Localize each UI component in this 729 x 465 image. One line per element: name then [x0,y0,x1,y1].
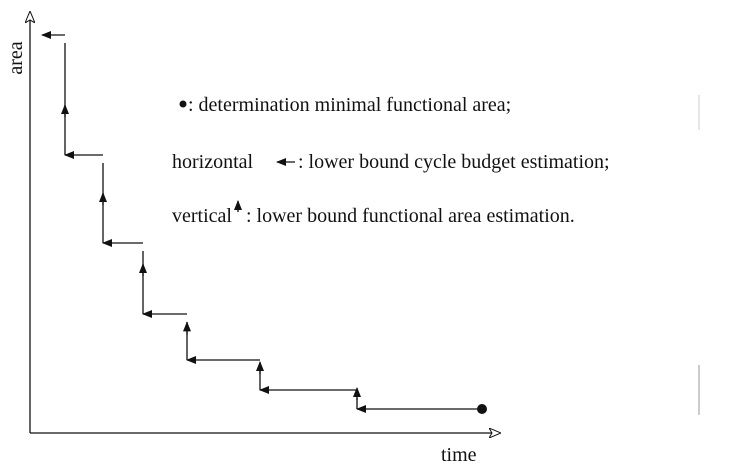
minimal-point [477,404,487,414]
legend-text: : determination minimal functional area; [188,94,511,116]
y-axis-label: area [5,41,27,74]
legend-text: : lower bound cycle budget estimation; [298,151,610,173]
legend-dot [179,100,187,108]
legend-text: : lower bound functional area estimation… [246,205,575,227]
legend-prefix: vertical [172,205,232,227]
legend: : determination minimal functional area;… [172,94,610,227]
x-axis-label: time [441,444,477,465]
axes: area time [5,12,500,465]
staircase [41,31,482,413]
legend-prefix: horizontal [172,151,254,173]
